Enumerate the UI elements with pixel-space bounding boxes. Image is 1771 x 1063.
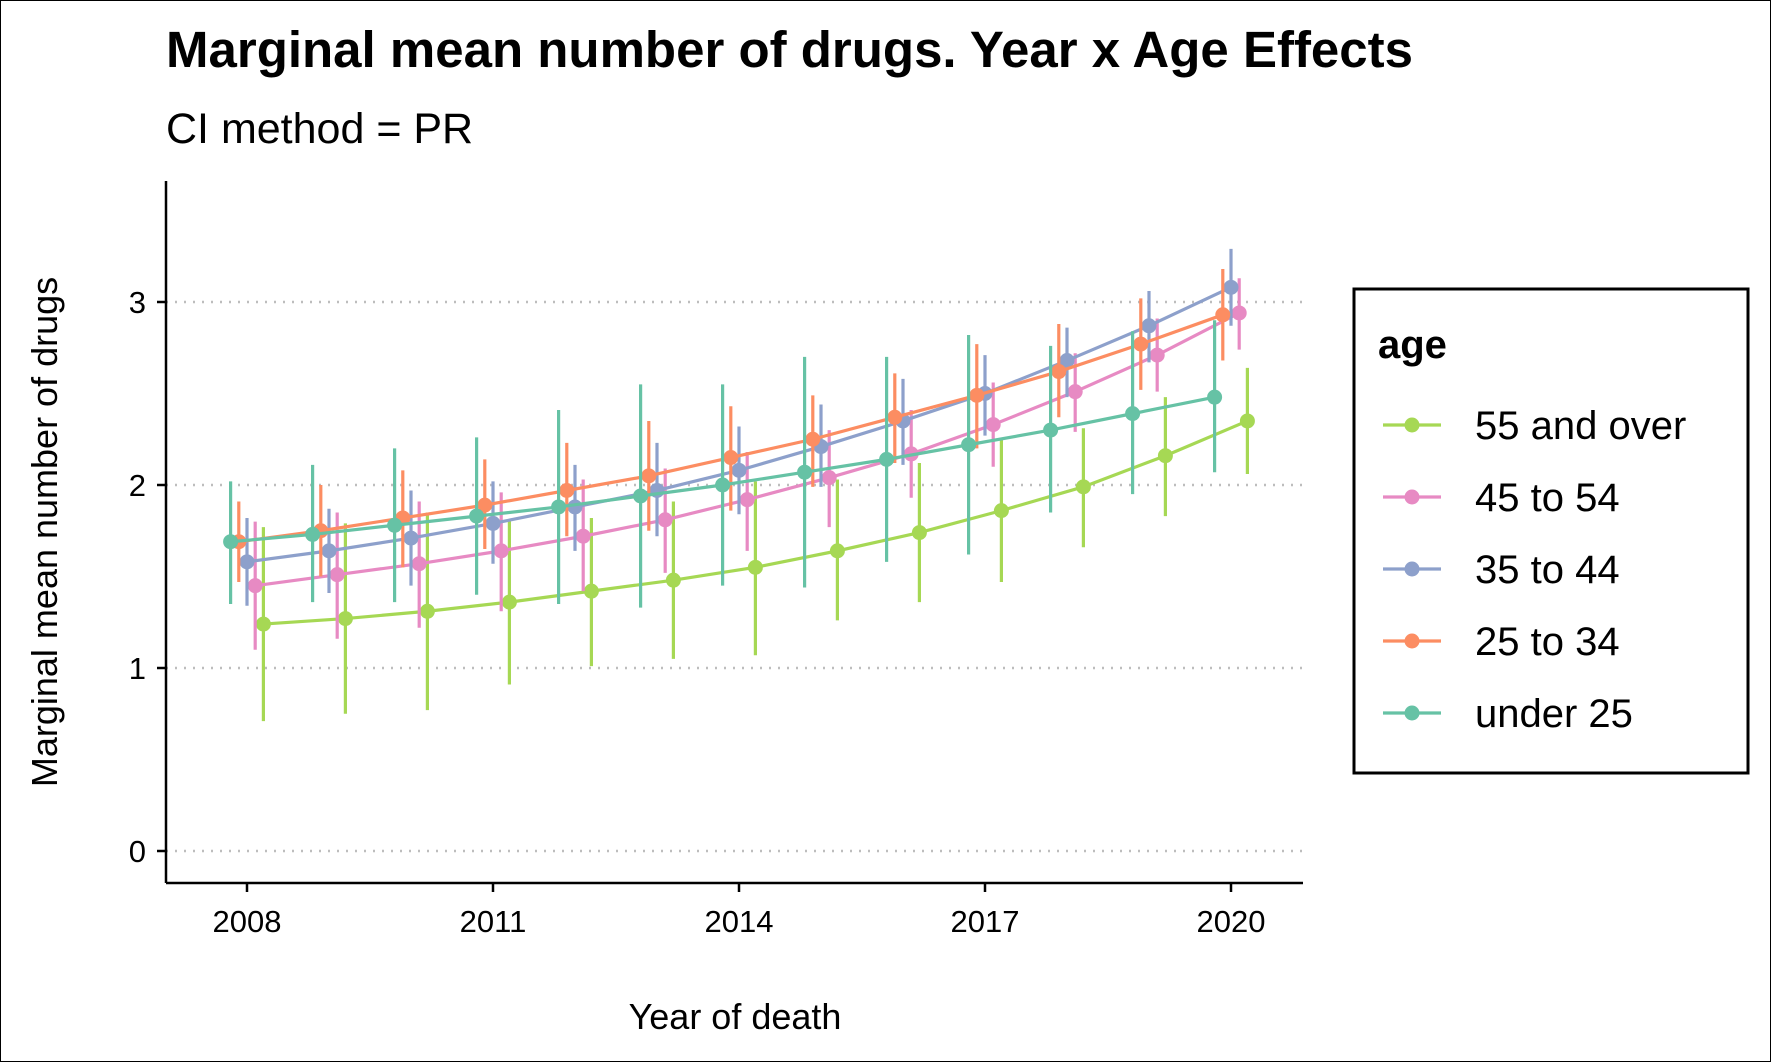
legend-label: 45 to 54 [1475, 476, 1620, 520]
data-point [911, 525, 927, 541]
gridlines [166, 300, 1303, 853]
legend-label: 25 to 34 [1475, 620, 1620, 664]
data-point [1215, 307, 1231, 323]
data-point [633, 488, 649, 504]
legend-key-point [1404, 633, 1420, 649]
legend-entry-45-to-54: 45 to 54 [1383, 476, 1620, 520]
data-point [1207, 389, 1223, 405]
data-point [551, 499, 567, 515]
series-55-and-over [255, 367, 1255, 722]
x-tick-label: 2014 [705, 904, 774, 939]
data-point [223, 534, 239, 550]
y-tick-label: 1 [129, 651, 146, 686]
y-axis-ticks: 0 1 2 3 [129, 285, 166, 869]
data-point [501, 594, 517, 610]
data-point [247, 578, 263, 594]
data-point [731, 462, 747, 478]
data-point [1125, 406, 1141, 422]
data-point [747, 559, 763, 575]
data-point [887, 409, 903, 425]
x-tick-label: 2017 [951, 904, 1020, 939]
data-point [583, 583, 599, 599]
data-point [305, 526, 321, 542]
legend-key-point [1404, 705, 1420, 721]
legend-key-point [1404, 417, 1420, 433]
data-point [1043, 422, 1059, 438]
y-tick-label: 0 [129, 834, 146, 869]
legend-key-point [1404, 561, 1420, 577]
data-point [387, 517, 403, 533]
x-axis-ticks: 2008 2011 2014 2017 2020 [213, 883, 1266, 939]
data-point [665, 572, 681, 588]
data-point [469, 508, 485, 524]
data-point [1239, 413, 1255, 429]
legend: age 55 and over 45 to 54 35 to 44 25 to 34 u… [1352, 287, 1750, 775]
data-point [321, 543, 337, 559]
data-point [969, 387, 985, 403]
data-point [255, 616, 271, 632]
data-point [559, 482, 575, 498]
data-point [993, 503, 1009, 519]
data-point [641, 468, 657, 484]
legend-entry-25-to-34: 25 to 34 [1383, 620, 1620, 664]
x-tick-label: 2011 [460, 904, 527, 939]
legend-box [1352, 287, 1750, 775]
legend-key-point [1404, 489, 1420, 505]
data-point [1231, 305, 1247, 321]
legend-label: 55 and over [1475, 404, 1686, 448]
data-point [715, 477, 731, 493]
data-point [239, 554, 255, 570]
series-25-to-34 [231, 269, 1231, 582]
data-point [1067, 384, 1083, 400]
legend-entry-55-and-over: 55 and over [1383, 404, 1686, 448]
x-tick-label: 2020 [1197, 904, 1266, 939]
series-layer [223, 248, 1255, 722]
legend-entry-35-to-44: 35 to 44 [1383, 548, 1620, 592]
data-point [1157, 448, 1173, 464]
data-point [411, 556, 427, 572]
data-point [879, 451, 895, 467]
data-point [657, 512, 673, 528]
series-45-to-54 [247, 278, 1247, 650]
data-point [961, 437, 977, 453]
data-point [403, 530, 419, 546]
chart-subtitle: CI method = PR [166, 105, 473, 153]
data-point [1059, 353, 1075, 369]
series-35-to-44 [239, 248, 1239, 606]
legend-entries: 55 and over 45 to 54 35 to 44 25 to 34 under… [1383, 404, 1686, 736]
data-point [493, 543, 509, 559]
data-point [723, 450, 739, 466]
data-point [477, 497, 493, 513]
data-point [337, 611, 353, 627]
data-point [329, 567, 345, 583]
data-point [419, 603, 435, 619]
y-tick-label: 2 [129, 468, 146, 503]
data-point [1075, 479, 1091, 495]
x-axis-label: Year of death [629, 996, 842, 1037]
legend-label: 35 to 44 [1475, 548, 1620, 592]
data-point [739, 492, 755, 508]
data-point [805, 431, 821, 447]
series-under-25 [223, 320, 1223, 608]
data-point [1223, 279, 1239, 295]
x-tick-label: 2008 [213, 904, 282, 939]
legend-label: under 25 [1475, 692, 1633, 736]
data-point [1149, 347, 1165, 363]
data-point [829, 543, 845, 559]
data-point [797, 464, 813, 480]
data-point [1141, 318, 1157, 334]
data-point [485, 515, 501, 531]
y-axis-label: Marginal mean number of drugs [24, 277, 65, 787]
chart-title: Marginal mean number of drugs. Year x Ag… [166, 21, 1413, 78]
data-point [575, 528, 591, 544]
legend-title: age [1378, 323, 1447, 367]
data-point [821, 470, 837, 486]
data-point [985, 417, 1001, 433]
legend-entry-under-25: under 25 [1383, 692, 1633, 736]
y-tick-label: 3 [129, 285, 146, 320]
data-point [1051, 364, 1067, 380]
data-point [1133, 336, 1149, 352]
